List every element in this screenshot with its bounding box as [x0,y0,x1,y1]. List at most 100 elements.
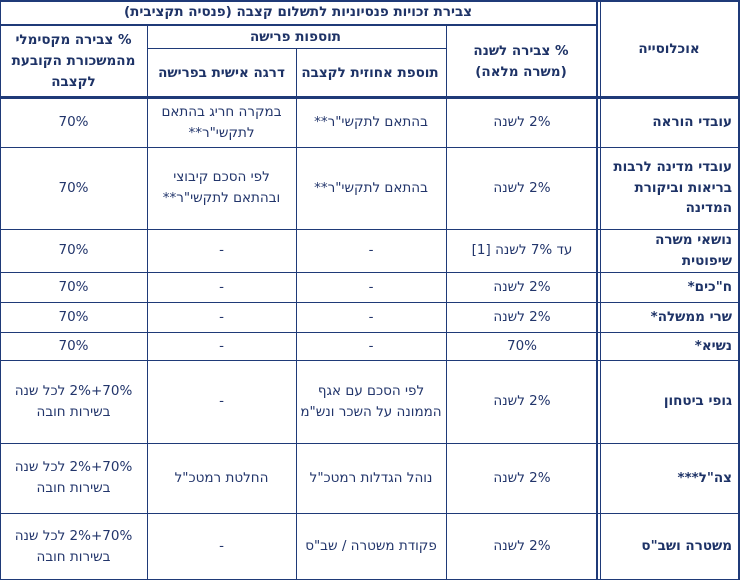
row-max-accrual: 70% [0,147,147,229]
row-max-accrual-text: 70%+2% לכל שנה בשירות חובה [14,459,133,496]
row-accrual-text: 2% לשנה [493,114,551,131]
table-border [0,360,740,361]
row-personal-grade-text: - [219,308,224,325]
row-accrual-text: 2% לשנה [493,393,551,410]
row-percent-supplement: נוהל הגדלות רמטכ"ל [296,443,446,513]
row-max-accrual-text: 70% [58,337,89,354]
row-percent-supplement: - [296,229,446,272]
row-population: ח"כים* [598,272,740,302]
row-accrual-text: 2% לשנה [493,278,551,295]
row-percent-supplement-text: - [368,308,374,325]
row-personal-grade: - [147,360,296,443]
row-max-accrual-text: 70% [58,308,89,325]
row-max-accrual: 70%+2% לכל שנה בשירות חובה [0,360,147,443]
row-accrual: 2% לשנה [446,272,598,302]
row-personal-grade-text: - [219,337,224,354]
header-personal-grade-text: דרגה אישית בפרישה [158,65,285,82]
row-percent-supplement-text: - [368,242,374,259]
header-percent-supplement: תוספת אחוזית לקצבה [296,49,444,98]
row-accrual-text: 2% לשנה [493,538,551,555]
row-population: נושאי משרה שיפוטית [598,229,740,272]
row-percent-supplement-text: - [368,337,374,354]
row-population: עובדי מדינה לרבות בריאות וביקורת המדינה [598,147,740,229]
row-percent-supplement-text: לפי הסכם עם אגף הממונה על השכר ונש"מ [300,382,442,420]
row-max-accrual-text: 70% [58,278,89,295]
row-percent-supplement: בהתאם לתקשי"ר** [296,98,446,147]
row-max-accrual-text: 70% [58,242,89,259]
row-accrual-text: 2% לשנה [493,308,551,325]
row-accrual-text: 70% [507,337,538,354]
row-percent-supplement: - [296,332,446,360]
row-personal-grade: - [147,302,296,332]
row-personal-grade: - [147,332,296,360]
row-max-accrual: 70% [0,332,147,360]
row-percent-supplement-text: פקודת משטרה / שב"ס [305,538,437,555]
row-max-accrual: 70%+2% לכל שנה בשירות חובה [0,443,147,513]
row-max-accrual-text: 70%+2% לכל שנה בשירות חובה [14,382,133,420]
row-percent-supplement-text: בהתאם לתקשי"ר** [314,114,428,131]
table-border [0,272,740,273]
row-population-text: שרי ממשלה* [650,308,732,325]
row-population: שרי ממשלה* [598,302,740,332]
row-percent-supplement: - [296,272,446,302]
table-border [0,302,740,303]
row-max-accrual: 70%+2% לכל שנה בשירות חובה [0,513,147,580]
row-population-text: ח"כים* [687,278,732,295]
row-max-accrual-text: 70% [58,114,89,131]
row-percent-supplement: - [296,302,446,332]
row-accrual: 2% לשנה [446,98,598,147]
header-retirement-supplements-text: תוספות פרישה [250,28,341,45]
row-max-accrual-text: 70%+2% לכל שנה בשירות חובה [14,527,133,565]
row-personal-grade: לפי הסכם קיבוצי ובהתאם לתקשי"ר** [147,147,296,229]
super-header-text: צבירת זכויות פנסיוניות לתשלום קצבה (פנסי… [123,4,473,21]
table-border [0,229,740,230]
row-max-accrual-text: 70% [58,179,89,196]
header-max-accrual: % צבירה מקסימלי מהמשכורת הקובעת לקצבה [0,25,147,98]
row-population-text: גופי ביטחון [663,393,732,410]
row-accrual: 2% לשנה [446,360,598,443]
table-border [0,332,740,333]
row-accrual-text: עד 7% לשנה [1] [471,242,573,259]
row-personal-grade: החלטת רמטכ"ל [147,443,296,513]
row-percent-supplement: לפי הסכם עם אגף הממונה על השכר ונש"מ [296,360,446,443]
row-personal-grade-text: - [219,393,224,410]
table-border [0,513,740,514]
table-border [0,147,740,148]
row-population: גופי ביטחון [598,360,740,443]
row-personal-grade-text: במקרה חריג בהתאם לתקשי"ר** [161,103,282,141]
table-border [600,0,601,580]
header-percent-supplement-text: תוספת אחוזית לקצבה [301,65,439,82]
row-population: נשיא* [598,332,740,360]
row-accrual: 70% [446,332,598,360]
row-population-text: נשיא* [694,337,732,354]
row-population-text: עובדי הוראה [652,114,732,131]
table-border [0,0,740,2]
header-personal-grade: דרגה אישית בפרישה [147,49,296,98]
row-max-accrual: 70% [0,229,147,272]
table-border [0,96,740,99]
row-personal-grade-text: לפי הסכם קיבוצי ובהתאם לתקשי"ר** [162,169,281,206]
table-border [0,0,1,580]
table-border [0,443,740,444]
row-personal-grade: - [147,272,296,302]
row-percent-supplement-text: בהתאם לתקשי"ר** [314,179,428,196]
row-accrual: 2% לשנה [446,513,598,580]
row-percent-supplement-text: - [368,278,374,295]
row-percent-supplement-text: נוהל הגדלות רמטכ"ל [309,469,433,486]
row-percent-supplement: בהתאם לתקשי"ר** [296,147,446,229]
row-personal-grade: - [147,513,296,580]
row-max-accrual: 70% [0,302,147,332]
row-personal-grade-text: החלטת רמטכ"ל [174,469,269,486]
row-population-text: צה"ל*** [677,469,732,486]
header-retirement-supplements: תוספות פרישה [147,25,444,49]
row-max-accrual: 70% [0,272,147,302]
header-population-text: אוכלוסייה [638,40,700,57]
row-population-text: עובדי מדינה לרבות בריאות וביקורת המדינה [613,158,732,217]
row-accrual: עד 7% לשנה [1] [446,229,598,272]
table-border [596,0,598,580]
header-accrual: % צבירה לשנה (משרה מלאה) [446,25,596,98]
row-personal-grade-text: - [219,538,224,555]
row-personal-grade-text: - [219,242,224,259]
row-accrual: 2% לשנה [446,302,598,332]
